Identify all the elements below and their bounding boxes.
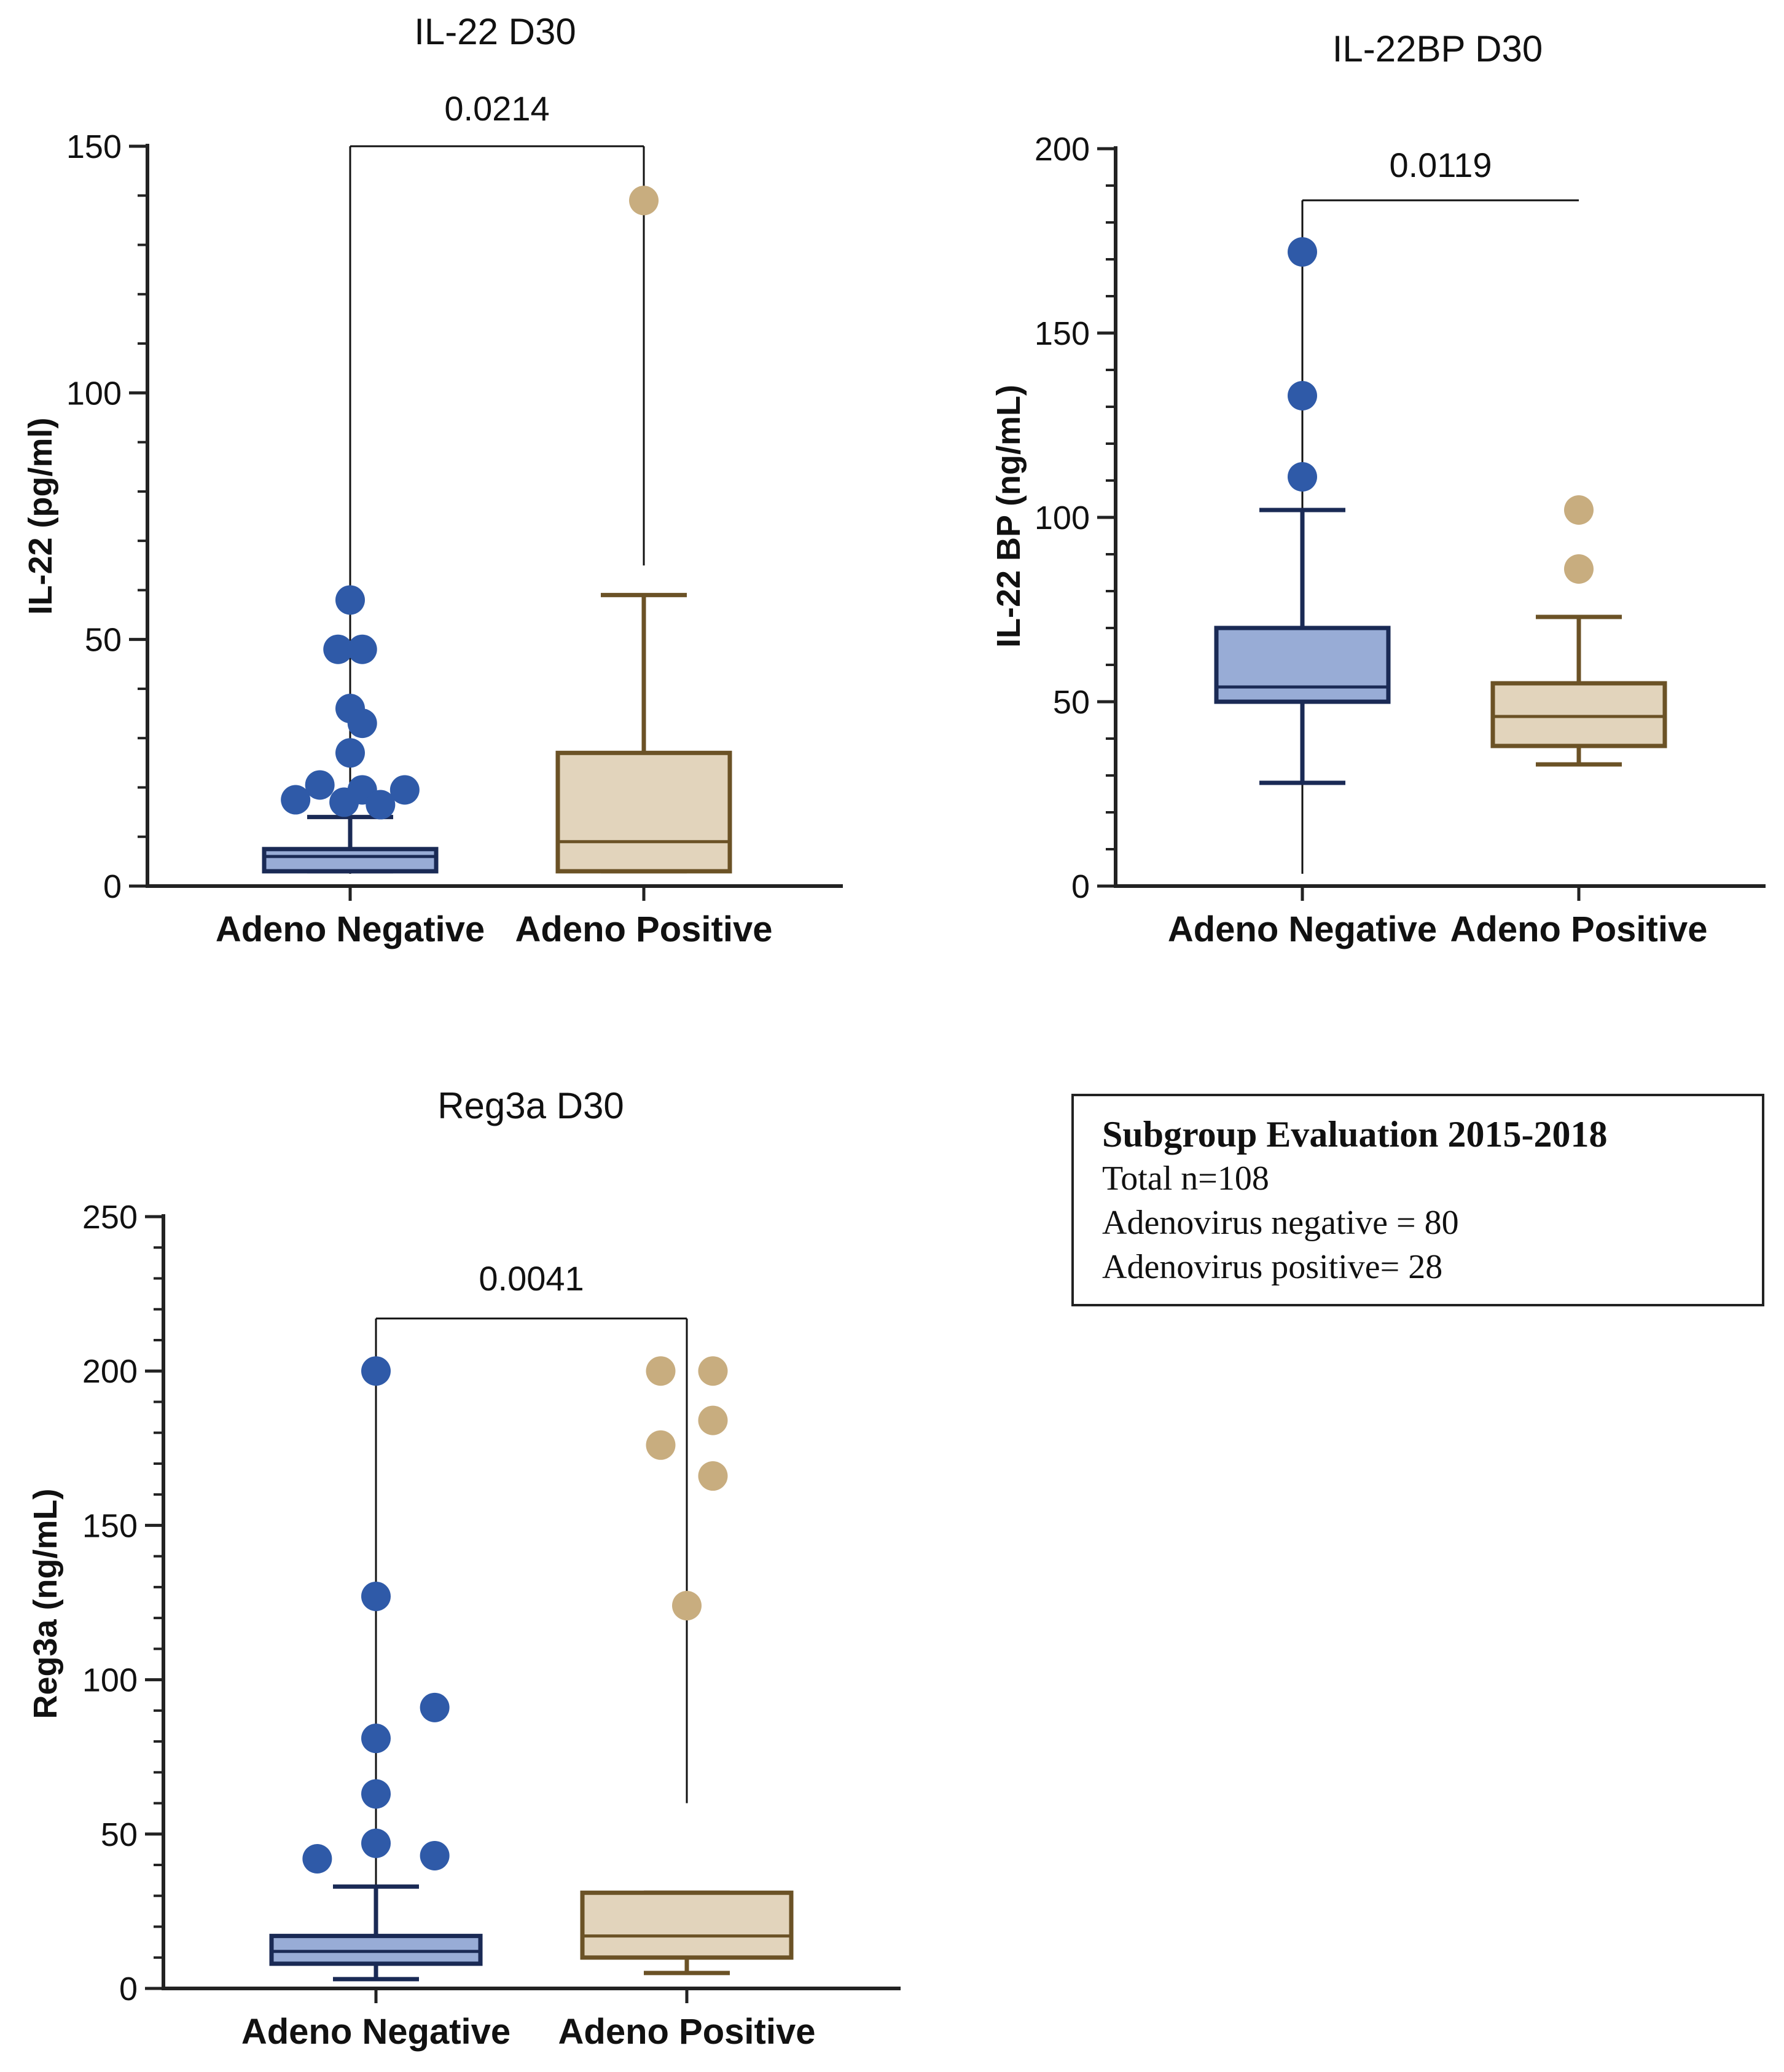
outlier-point [347, 634, 377, 664]
outlier-point [335, 585, 365, 615]
y-tick-label: 0 [1071, 868, 1090, 905]
outlier-point [302, 1843, 332, 1874]
outlier-point [366, 790, 396, 820]
outlier-point [646, 1356, 676, 1386]
chart-title: IL-22BP D30 [1332, 28, 1543, 69]
y-tick-label: 100 [82, 1662, 138, 1699]
x-tick-label: Adeno Positive [1450, 909, 1708, 949]
x-tick-label: Adeno Negative [1168, 909, 1437, 949]
legend-negative: Adenovirus negative = 80 [1102, 1204, 1459, 1242]
y-tick-label: 0 [103, 868, 122, 905]
outlier-point [646, 1430, 676, 1460]
outlier-point [698, 1356, 728, 1386]
outlier-point [629, 186, 659, 216]
iqr-box [1214, 626, 1391, 704]
y-tick-label: 50 [101, 1816, 138, 1853]
y-tick-label: 200 [82, 1353, 138, 1390]
y-tick-label: 50 [85, 622, 122, 659]
outlier-point [347, 708, 377, 739]
outlier-point [1564, 554, 1594, 584]
outlier-point [361, 1724, 391, 1754]
subgroup-legend-box: Subgroup Evaluation 2015-2018 Total n=10… [1071, 1094, 1764, 1306]
legend-positive: Adenovirus positive= 28 [1102, 1248, 1443, 1286]
p-value-label: 0.0041 [479, 1259, 584, 1298]
outlier-point [420, 1840, 450, 1870]
outlier-point [420, 1692, 450, 1722]
outlier-point [361, 1779, 391, 1809]
outlier-point [281, 785, 311, 815]
outlier-point [361, 1828, 391, 1858]
outlier-point [361, 1581, 391, 1611]
x-tick-label: Adeno Negative [241, 2012, 511, 2052]
outlier-point [335, 738, 365, 768]
outlier-point [305, 770, 335, 800]
iqr-box [269, 1934, 483, 1966]
chart-title: Reg3a D30 [437, 1085, 624, 1126]
outlier-point [1288, 462, 1317, 492]
outlier-point [1564, 495, 1594, 525]
y-tick-label: 150 [82, 1507, 138, 1544]
chart-panel-1: IL-22 D30 IL-22 (pg/ml) 0 50 100 150 Adeno Neg… [22, 11, 843, 949]
outlier-point [323, 634, 353, 664]
iqr-box [580, 1890, 794, 1960]
iqr-box [262, 847, 439, 874]
outlier-point [1288, 237, 1317, 267]
outlier-point [698, 1461, 728, 1491]
y-axis-label: IL-22 BP (ng/mL) [990, 385, 1027, 648]
outlier-point [1288, 381, 1317, 410]
y-axis-label: IL-22 (pg/ml) [22, 418, 59, 615]
outlier-point [672, 1591, 702, 1621]
y-tick-label: 150 [66, 128, 122, 165]
y-tick-label: 100 [1035, 500, 1090, 536]
outlier-point [698, 1405, 728, 1435]
y-tick-label: 200 [1035, 131, 1090, 168]
legend-total: Total n=108 [1102, 1160, 1269, 1198]
y-tick-label: 100 [66, 375, 122, 412]
y-axis-label: Reg3a (ng/mL) [27, 1488, 64, 1719]
chart-panel-3: Reg3a D30 Reg3a (ng/mL) 0 50 100 150 200 250 Ade… [27, 1085, 901, 2052]
x-tick-label: Adeno Positive [558, 2012, 816, 2052]
x-tick-label: Adeno Positive [515, 909, 773, 949]
chart-panel-2: IL-22BP D30 IL-22 BP (ng/mL) 0 50 100 150 200 A… [990, 28, 1766, 949]
p-value-label: 0.0119 [1389, 146, 1492, 184]
y-tick-label: 150 [1035, 315, 1090, 352]
chart-title: IL-22 D30 [414, 11, 576, 52]
outlier-point [389, 775, 420, 805]
outlier-point [361, 1356, 391, 1386]
iqr-box [555, 750, 732, 874]
y-tick-label: 250 [82, 1199, 138, 1236]
x-tick-label: Adeno Negative [216, 909, 485, 949]
legend-title: Subgroup Evaluation 2015-2018 [1102, 1114, 1608, 1155]
y-tick-label: 0 [119, 1971, 138, 2007]
y-tick-label: 50 [1053, 684, 1090, 721]
p-value-label: 0.0214 [444, 89, 549, 128]
iqr-box [1490, 681, 1667, 748]
